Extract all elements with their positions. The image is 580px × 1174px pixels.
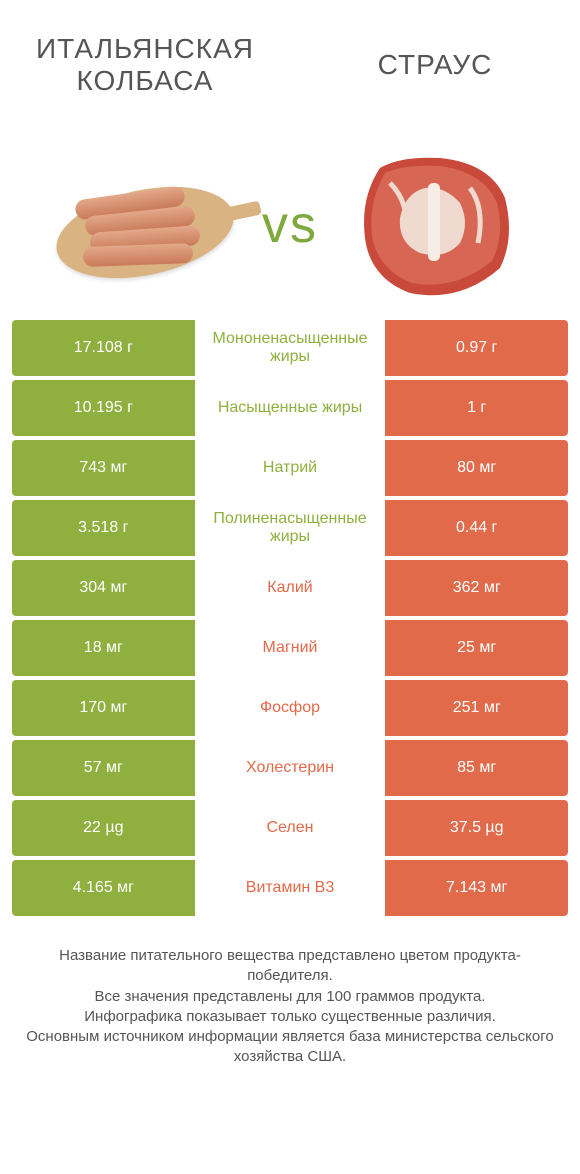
left-product-title: ИТАЛЬЯНСКАЯ КОЛБАСА bbox=[0, 33, 290, 97]
left-value: 3.518 г bbox=[12, 500, 195, 556]
footer-line: Название питательного вещества представл… bbox=[20, 946, 560, 987]
nutrient-label: Калий bbox=[195, 560, 386, 616]
right-image bbox=[290, 148, 580, 303]
right-value: 80 мг bbox=[385, 440, 568, 496]
nutrient-label: Натрий bbox=[195, 440, 386, 496]
nutrient-label: Насыщенные жиры bbox=[195, 380, 386, 436]
table-row: 10.195 гНасыщенные жиры1 г bbox=[12, 380, 568, 436]
table-row: 743 мгНатрий80 мг bbox=[12, 440, 568, 496]
table-row: 4.165 мгВитамин B37.143 мг bbox=[12, 860, 568, 916]
table-row: 3.518 гПолиненасыщенные жиры0.44 г bbox=[12, 500, 568, 556]
comparison-table: 17.108 гМононенасыщенные жиры0.97 г10.19… bbox=[12, 320, 568, 916]
footer-line: Основным источником информации является … bbox=[20, 1027, 560, 1068]
vs-label: vs bbox=[262, 195, 318, 255]
right-value: 0.44 г bbox=[385, 500, 568, 556]
right-value: 85 мг bbox=[385, 740, 568, 796]
left-value: 18 мг bbox=[12, 620, 195, 676]
nutrient-label: Холестерин bbox=[195, 740, 386, 796]
table-row: 57 мгХолестерин85 мг bbox=[12, 740, 568, 796]
right-value: 37.5 µg bbox=[385, 800, 568, 856]
footer-line: Инфографика показывает только существенн… bbox=[20, 1007, 560, 1027]
left-image bbox=[0, 165, 290, 285]
right-value: 251 мг bbox=[385, 680, 568, 736]
nutrient-label: Мононенасыщенные жиры bbox=[195, 320, 386, 376]
right-value: 7.143 мг bbox=[385, 860, 568, 916]
header-left: ИТАЛЬЯНСКАЯ КОЛБАСА bbox=[0, 33, 290, 97]
right-value: 0.97 г bbox=[385, 320, 568, 376]
left-value: 57 мг bbox=[12, 740, 195, 796]
left-value: 170 мг bbox=[12, 680, 195, 736]
table-row: 18 мгМагний25 мг bbox=[12, 620, 568, 676]
footer-line: Все значения представлены для 100 граммо… bbox=[20, 987, 560, 1007]
nutrient-label: Витамин B3 bbox=[195, 860, 386, 916]
meat-icon bbox=[350, 148, 520, 303]
left-value: 4.165 мг bbox=[12, 860, 195, 916]
header-right: СТРАУС bbox=[290, 49, 580, 81]
table-row: 304 мгКалий362 мг bbox=[12, 560, 568, 616]
left-value: 743 мг bbox=[12, 440, 195, 496]
table-row: 170 мгФосфор251 мг bbox=[12, 680, 568, 736]
nutrient-label: Магний bbox=[195, 620, 386, 676]
table-row: 17.108 гМононенасыщенные жиры0.97 г bbox=[12, 320, 568, 376]
right-value: 25 мг bbox=[385, 620, 568, 676]
left-value: 22 µg bbox=[12, 800, 195, 856]
left-value: 304 мг bbox=[12, 560, 195, 616]
header: ИТАЛЬЯНСКАЯ КОЛБАСА СТРАУС bbox=[0, 0, 580, 130]
nutrient-label: Полиненасыщенные жиры bbox=[195, 500, 386, 556]
table-row: 22 µgСелен37.5 µg bbox=[12, 800, 568, 856]
sausage-icon bbox=[35, 165, 255, 285]
right-product-title: СТРАУС bbox=[290, 49, 580, 81]
left-value: 17.108 г bbox=[12, 320, 195, 376]
right-value: 1 г bbox=[385, 380, 568, 436]
right-value: 362 мг bbox=[385, 560, 568, 616]
images-row: vs bbox=[0, 130, 580, 320]
nutrient-label: Фосфор bbox=[195, 680, 386, 736]
footer-notes: Название питательного вещества представл… bbox=[20, 946, 560, 1068]
left-value: 10.195 г bbox=[12, 380, 195, 436]
nutrient-label: Селен bbox=[195, 800, 386, 856]
